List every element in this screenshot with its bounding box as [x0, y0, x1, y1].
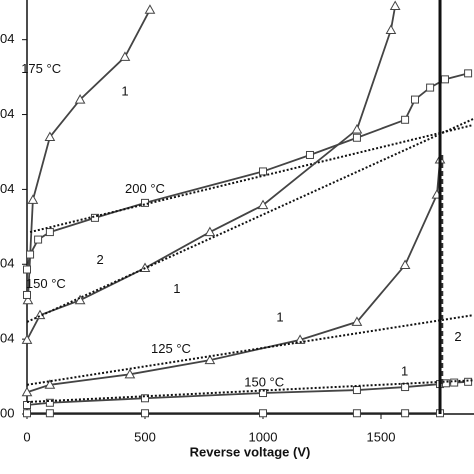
annotation: 1: [173, 281, 180, 296]
x-tick-label: 1000: [249, 429, 278, 444]
y-tick-label: 04: [0, 256, 14, 271]
annotation: 1: [121, 84, 128, 99]
annotation: 1: [276, 310, 283, 325]
marker: [23, 290, 31, 299]
marker: [90, 213, 99, 222]
marker: [74, 294, 86, 305]
marker: [257, 199, 269, 210]
marker: [385, 24, 397, 34]
marker: [401, 409, 410, 418]
marker: [45, 398, 54, 407]
marker: [23, 401, 31, 410]
marker: [352, 386, 361, 395]
annotation: 150 °C: [26, 276, 66, 291]
marker: [124, 368, 136, 379]
series-line: [26, 118, 474, 323]
marker: [74, 94, 86, 104]
marker: [305, 150, 314, 159]
marker: [23, 265, 31, 274]
marker: [204, 354, 216, 365]
marker: [259, 167, 268, 176]
marker: [464, 69, 473, 78]
series-line: [26, 380, 469, 406]
y-tick-label: 04: [0, 331, 14, 346]
marker: [204, 226, 216, 237]
marker: [144, 4, 156, 14]
marker: [23, 409, 31, 418]
marker: [464, 377, 473, 386]
series-line: [26, 379, 474, 404]
x-tick-label: 0: [23, 429, 30, 444]
marker: [401, 383, 410, 392]
x-tick-label: 500: [134, 429, 156, 444]
annotation: 2: [97, 252, 104, 267]
marker: [45, 228, 54, 237]
y-tick-label: 00: [0, 405, 14, 420]
marker: [440, 75, 449, 84]
annotation: 2: [454, 329, 461, 344]
y-tick-label: 04: [0, 106, 14, 121]
marker: [401, 115, 410, 124]
marker: [44, 131, 56, 142]
marker: [294, 334, 306, 344]
marker: [259, 409, 268, 418]
annotation: 200 °C: [125, 181, 165, 196]
annotation: 150 °C: [244, 375, 284, 390]
marker: [141, 394, 150, 403]
marker: [426, 83, 435, 92]
marker: [399, 259, 411, 270]
annotation: 175 °C: [21, 61, 61, 76]
marker: [34, 235, 43, 244]
marker: [26, 250, 35, 259]
series-line: [26, 159, 441, 394]
marker: [21, 334, 33, 344]
series-line: [26, 72, 469, 295]
marker: [21, 386, 33, 397]
marker: [119, 51, 131, 61]
marker: [27, 194, 39, 204]
marker: [351, 123, 363, 134]
series-line: [26, 5, 397, 341]
marker: [352, 409, 361, 418]
marker: [44, 379, 56, 389]
annotation: 125 °C: [151, 341, 191, 356]
series-line: [29, 124, 474, 234]
y-tick-label: 04: [0, 31, 14, 46]
marker: [450, 378, 459, 387]
y-tick-label: 04: [0, 181, 14, 196]
marker: [45, 409, 54, 418]
marker: [351, 316, 363, 326]
marker: [389, 0, 401, 10]
marker: [410, 95, 419, 104]
marker: [22, 294, 34, 305]
marker: [141, 409, 150, 418]
annotation: 1: [401, 364, 408, 379]
series-line: [26, 314, 474, 386]
x-axis-label: Reverse voltage (V): [190, 444, 311, 459]
series-line: [27, 9, 151, 301]
x-tick-label: 1500: [367, 429, 396, 444]
marker: [352, 133, 361, 142]
